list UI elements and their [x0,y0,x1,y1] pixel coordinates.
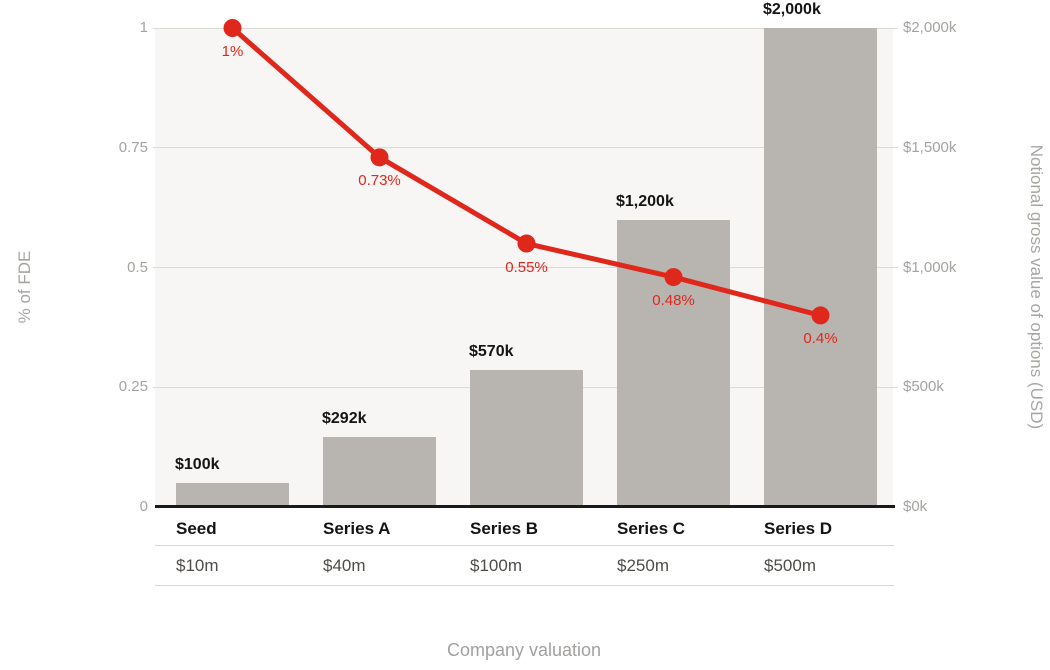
y-axis-tick-right: $500k [903,378,944,396]
gridline [153,27,898,29]
right-axis-title: Notional gross value of options (USD) [1027,144,1046,430]
separator-line [155,545,894,546]
category-label: Series A [323,519,391,538]
y-axis-tick-left: 0.25 [118,378,148,396]
data-point-label: 0.48% [652,292,695,310]
data-point-dot [664,268,683,287]
bar-value-label: $100k [175,456,220,474]
y-axis-tick-right: $0k [903,498,928,515]
y-axis-tick-right: $2,000k [903,19,957,36]
data-point-dot [517,234,536,253]
data-point-label: 0.4% [803,330,838,348]
y-axis-tick-left: 1 [139,19,148,36]
y-axis-tick-left: 0.5 [127,258,148,276]
bar-series-d [764,28,877,507]
data-point-label: 0.73% [358,172,401,190]
gridline [153,147,898,149]
gridline [153,267,898,268]
data-point-label: 0.55% [505,258,548,276]
category-label: Series B [470,519,539,538]
valuation-label: $10m [176,556,219,575]
x-axis-title: Company valuation [446,640,602,660]
data-point-label: 1% [221,43,244,60]
separator-line [155,585,894,586]
valuation-label: $100m [470,556,522,575]
bar-series-b [470,370,583,507]
data-point-dot [370,148,389,167]
category-label: Seed [176,519,217,538]
valuation-label: $250m [617,556,669,575]
bar-value-label: $2,000k [763,1,821,18]
y-axis-tick-left: 0.75 [118,138,148,156]
y-axis-tick-right: $1,500k [903,138,957,156]
category-label: Series C [617,519,686,538]
data-point-dot [811,306,830,325]
y-axis-tick-right: $1,000k [903,258,957,276]
bar-series-a [323,437,436,507]
valuation-label: $500m [764,556,816,575]
left-axis-title: % of FDE [15,250,34,324]
bar-value-label: $292k [322,410,367,428]
y-axis-tick-left: 0 [139,498,148,515]
bar-value-label: $1,200k [616,192,674,210]
x-axis-line [155,505,895,508]
category-label: Series D [764,519,833,538]
bar-value-label: $570k [469,343,514,361]
bar-seed [176,483,289,507]
valuation-label: $40m [323,556,366,575]
data-point-dot [223,19,242,37]
